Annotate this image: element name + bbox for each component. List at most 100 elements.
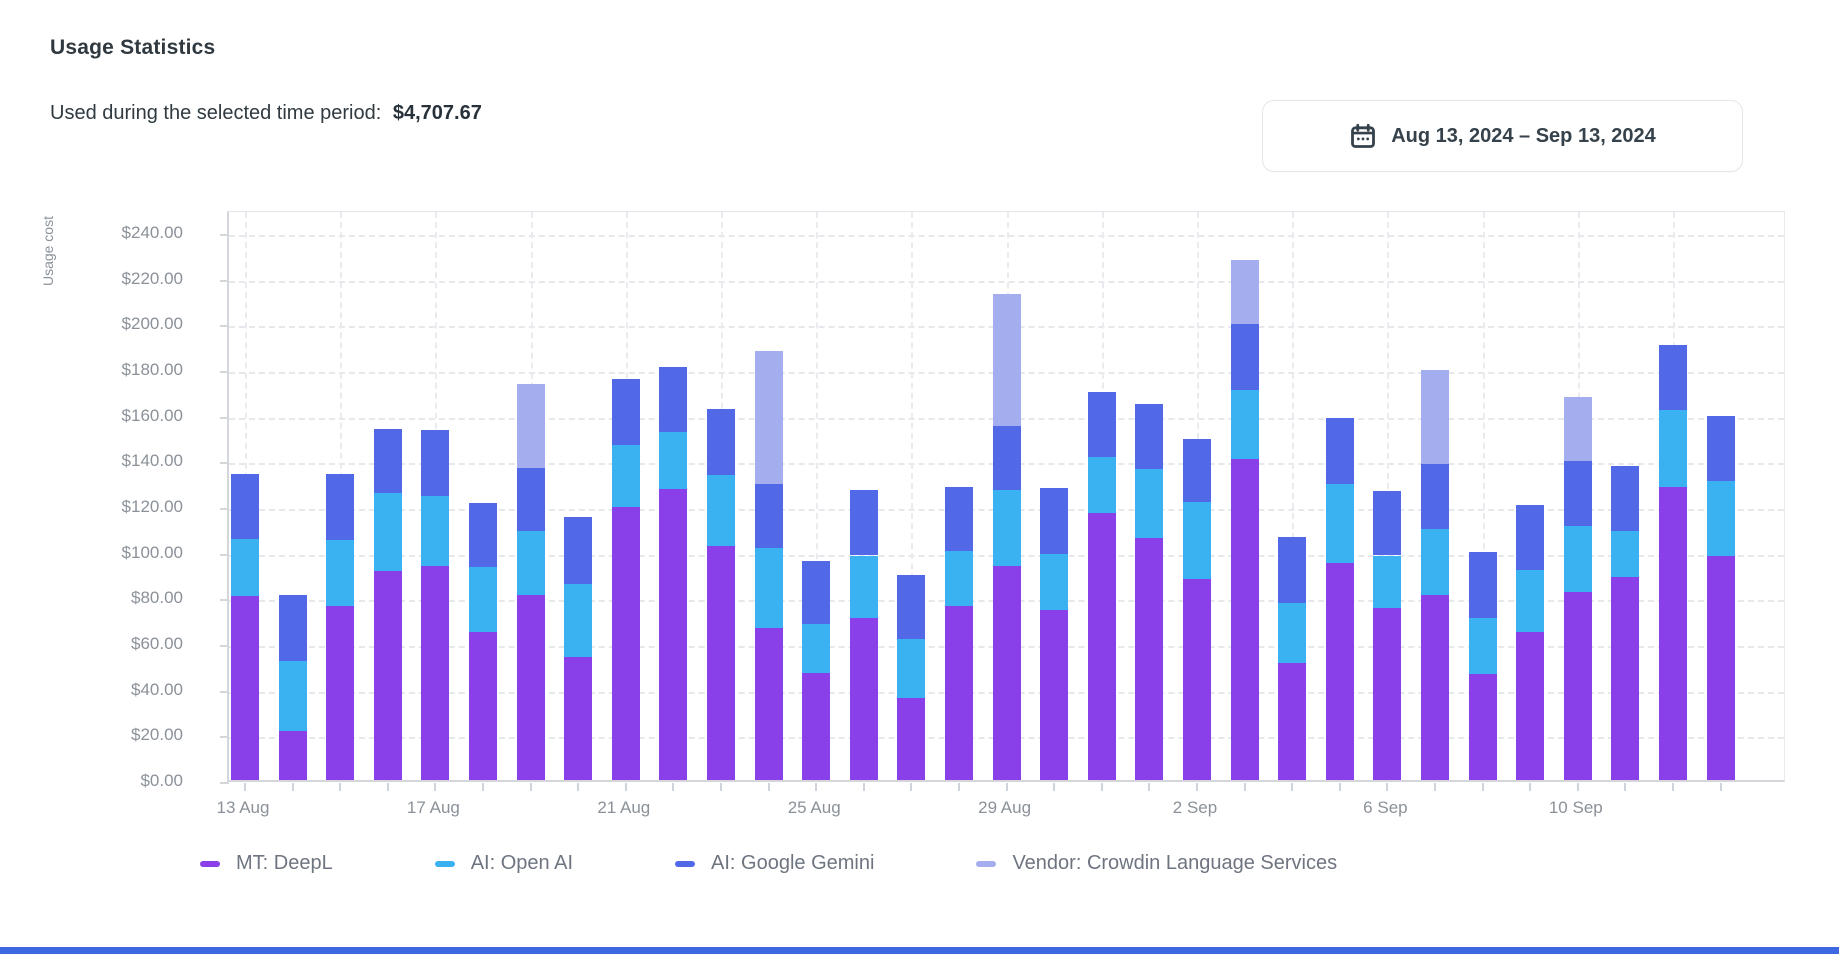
bar-segment[interactable]: [231, 595, 259, 780]
bar-segment[interactable]: [1563, 461, 1592, 527]
bar-segment[interactable]: [278, 660, 307, 731]
bar-segment[interactable]: [897, 574, 926, 640]
bar-segment[interactable]: [1278, 663, 1307, 780]
bar-segment[interactable]: [659, 366, 688, 433]
bar-segment[interactable]: [469, 566, 497, 632]
bar-segment[interactable]: [1659, 487, 1687, 780]
bar-segment[interactable]: [945, 486, 973, 551]
legend-item[interactable]: AI: Google Gemini: [675, 852, 874, 875]
bar-segment[interactable]: [1087, 457, 1116, 514]
bar-segment[interactable]: [754, 627, 783, 780]
bar-segment[interactable]: [1230, 389, 1259, 459]
bar-segment[interactable]: [1516, 631, 1545, 780]
bar-segment[interactable]: [516, 468, 545, 532]
bar-segment[interactable]: [1421, 528, 1449, 595]
bar-segment[interactable]: [1040, 554, 1069, 610]
bar-segment[interactable]: [1706, 416, 1735, 481]
bar-segment[interactable]: [1087, 391, 1116, 458]
bar-segment[interactable]: [1659, 345, 1687, 411]
bar-segment[interactable]: [278, 730, 307, 780]
bar-segment[interactable]: [1183, 502, 1211, 580]
bar-segment[interactable]: [897, 697, 926, 780]
bar-segment[interactable]: [326, 539, 355, 606]
bar-segment[interactable]: [326, 605, 355, 780]
bar-segment[interactable]: [1611, 466, 1640, 531]
bar-segment[interactable]: [1468, 617, 1497, 675]
bar-segment[interactable]: [278, 595, 307, 661]
bar-segment[interactable]: [1706, 480, 1735, 557]
bar-segment[interactable]: [326, 474, 355, 540]
bar-segment[interactable]: [659, 432, 688, 490]
bar-segment[interactable]: [373, 492, 402, 572]
bar-segment[interactable]: [1373, 490, 1402, 556]
bar-segment[interactable]: [707, 474, 735, 547]
bar-segment[interactable]: [373, 571, 402, 780]
bar-segment[interactable]: [945, 550, 973, 606]
bar-segment[interactable]: [1135, 403, 1164, 469]
bar-segment[interactable]: [1040, 487, 1069, 555]
bar-segment[interactable]: [1611, 576, 1640, 780]
bar-segment[interactable]: [802, 560, 831, 625]
bar-segment[interactable]: [231, 538, 259, 596]
bar-segment[interactable]: [992, 425, 1021, 490]
legend-item[interactable]: Vendor: Crowdin Language Services: [976, 852, 1337, 875]
bar-segment[interactable]: [373, 428, 402, 493]
bar-segment[interactable]: [1563, 591, 1592, 780]
bar-segment[interactable]: [1135, 538, 1164, 780]
bar-segment[interactable]: [611, 444, 640, 508]
bar-segment[interactable]: [707, 546, 735, 780]
bar-segment[interactable]: [1373, 607, 1402, 780]
bar-segment[interactable]: [1516, 569, 1545, 632]
bar-segment[interactable]: [516, 531, 545, 595]
bar-segment[interactable]: [1183, 439, 1211, 503]
date-range-picker-button[interactable]: Aug 13, 2024 – Sep 13, 2024: [1262, 100, 1743, 172]
legend-item[interactable]: AI: Open AI: [434, 852, 573, 875]
bar-segment[interactable]: [564, 517, 593, 584]
bar-segment[interactable]: [1325, 417, 1354, 484]
bar-segment[interactable]: [1087, 513, 1116, 780]
bar-segment[interactable]: [1659, 410, 1687, 488]
bar-segment[interactable]: [1373, 555, 1402, 608]
bar-segment[interactable]: [992, 293, 1021, 426]
bar-segment[interactable]: [1468, 552, 1497, 618]
bar-segment[interactable]: [659, 489, 688, 780]
bar-segment[interactable]: [1516, 504, 1545, 570]
bar-segment[interactable]: [754, 351, 783, 484]
bar-segment[interactable]: [1135, 468, 1164, 539]
bar-segment[interactable]: [469, 632, 497, 780]
bar-segment[interactable]: [564, 657, 593, 780]
bar-segment[interactable]: [1563, 397, 1592, 462]
bar-segment[interactable]: [1421, 369, 1449, 464]
bar-segment[interactable]: [754, 484, 783, 549]
bar-segment[interactable]: [992, 489, 1021, 567]
bar-segment[interactable]: [849, 490, 878, 556]
bar-segment[interactable]: [849, 555, 878, 618]
bar-segment[interactable]: [516, 383, 545, 469]
bar-segment[interactable]: [1421, 594, 1449, 780]
bar-segment[interactable]: [707, 408, 735, 475]
bar-segment[interactable]: [421, 495, 450, 567]
bar-segment[interactable]: [1278, 537, 1307, 603]
bar-segment[interactable]: [802, 624, 831, 674]
bar-segment[interactable]: [1278, 602, 1307, 664]
bar-segment[interactable]: [992, 566, 1021, 780]
bar-segment[interactable]: [421, 430, 450, 496]
bar-segment[interactable]: [1563, 526, 1592, 592]
bar-segment[interactable]: [611, 507, 640, 780]
bar-segment[interactable]: [1325, 562, 1354, 780]
bar-segment[interactable]: [421, 566, 450, 780]
bar-segment[interactable]: [1040, 609, 1069, 780]
bar-segment[interactable]: [1183, 579, 1211, 780]
bar-segment[interactable]: [897, 639, 926, 698]
bar-segment[interactable]: [945, 605, 973, 780]
bar-segment[interactable]: [231, 473, 259, 539]
legend-item[interactable]: MT: DeepL: [200, 852, 333, 875]
bar-segment[interactable]: [564, 583, 593, 658]
bar-segment[interactable]: [516, 594, 545, 780]
bar-segment[interactable]: [1468, 674, 1497, 780]
bar-segment[interactable]: [611, 378, 640, 445]
bar-segment[interactable]: [1611, 530, 1640, 577]
bar-segment[interactable]: [469, 502, 497, 567]
bar-segment[interactable]: [754, 548, 783, 628]
bar-segment[interactable]: [849, 617, 878, 780]
